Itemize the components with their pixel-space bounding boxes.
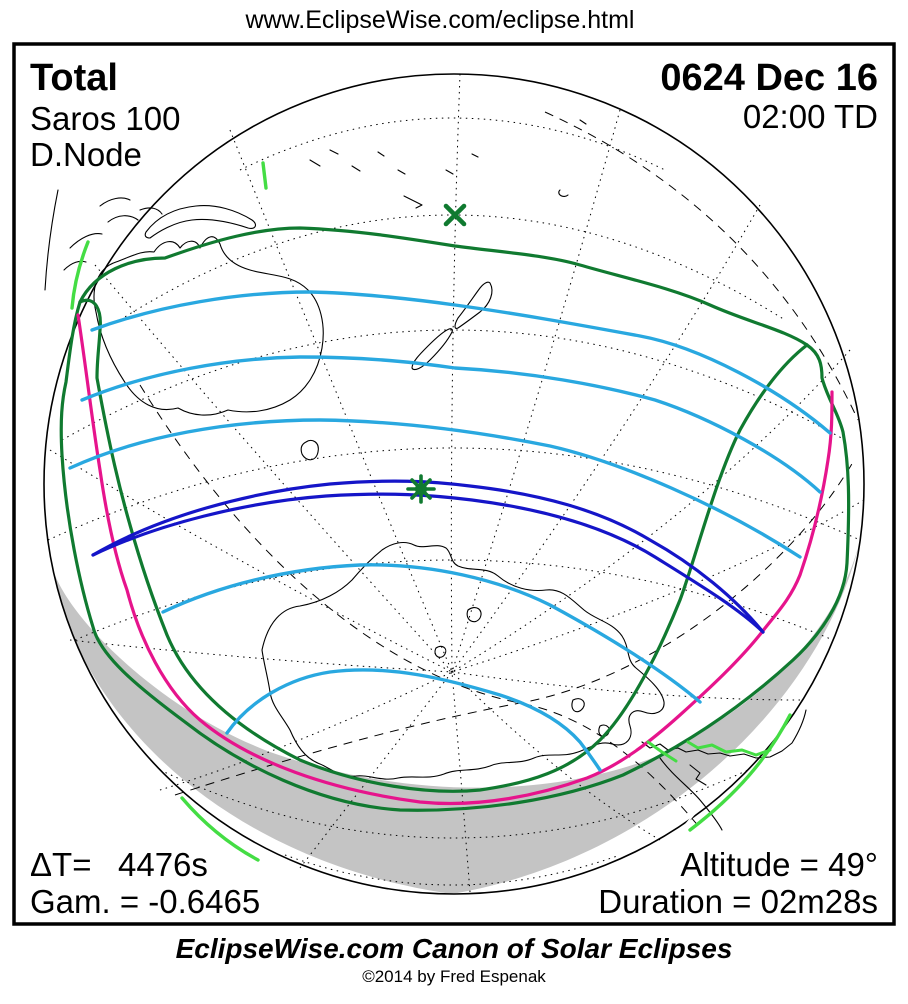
coast-pacific-islands <box>309 119 587 209</box>
terminator-highlights <box>70 161 792 862</box>
coast-tasmania <box>300 439 319 461</box>
coast-new-guinea <box>144 205 257 239</box>
terminator-highlight-southwest-limb <box>180 796 260 862</box>
magnitude-curve-4 <box>161 563 702 704</box>
terminator-highlight-antarctic-peninsula <box>646 740 678 763</box>
terminator-highlight-west-limb <box>70 240 90 310</box>
saros-label: Saros 100 <box>30 100 180 137</box>
magnitude-curves <box>68 290 832 772</box>
graticule-meridians <box>49 73 865 893</box>
penumbral-limit-inner <box>78 298 809 793</box>
node-label: D.Node <box>30 136 142 173</box>
eclipse-date-label: 0624 Dec 16 <box>660 57 878 99</box>
delta-t-label: ΔT= <box>30 846 91 883</box>
eclipse-time-label: 02:00 TD <box>743 98 878 135</box>
footer-title: EclipseWise.com Canon of Solar Eclipses <box>176 933 733 964</box>
globe-outline <box>43 73 865 895</box>
gamma-label: Gam. = -0.6465 <box>30 883 260 920</box>
footer-copyright: ©2014 by Fred Espenak <box>362 967 546 986</box>
duration-label: Duration = 02m28s <box>598 883 878 920</box>
terminator-highlight-indonesia <box>261 161 268 190</box>
eclipse-type-label: Total <box>30 57 118 99</box>
magnitude-curve-5 <box>225 668 602 772</box>
magnitude-curve-1 <box>90 290 832 435</box>
magnitude-curve-2 <box>80 355 822 494</box>
umbral-path <box>91 479 765 634</box>
terminator-highlight-southeast-limb <box>688 713 792 832</box>
coast-antarctic-islands <box>434 607 610 737</box>
coast-new-zealand <box>411 281 493 371</box>
coast-australia <box>93 236 324 416</box>
rise-set-curve <box>76 313 834 806</box>
delta-t-value: 4476s <box>118 846 208 883</box>
subsolar-x <box>443 203 467 227</box>
page-url-text: www.EclipseWise.com/eclipse.html <box>245 6 635 34</box>
night-terminator-line <box>675 703 787 837</box>
umbral-path-north-limit <box>91 479 765 634</box>
umbral-path-south-limit <box>91 492 765 634</box>
coast-south-america <box>641 709 807 831</box>
coastlines <box>44 119 807 831</box>
coast-indonesia <box>44 189 163 291</box>
plate-frame <box>12 42 896 926</box>
night-shading <box>53 541 860 894</box>
magnitude-curve-3 <box>68 418 802 559</box>
graticule-parallels <box>47 117 861 886</box>
penumbral-limit-outer <box>59 226 851 812</box>
terminator-highlight-tierra-del-fuego <box>686 740 772 757</box>
altitude-label: Altitude = 49° <box>680 846 878 883</box>
greatest-eclipse-star <box>406 474 436 504</box>
coast-antarctica <box>261 541 665 780</box>
